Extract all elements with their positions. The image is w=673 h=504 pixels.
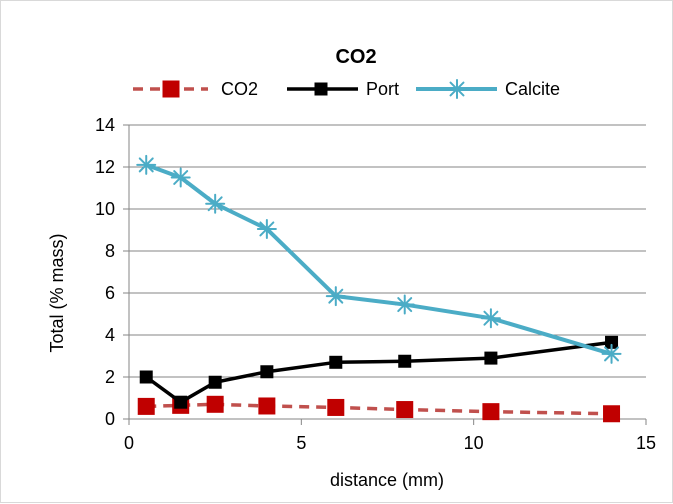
data-point-co2 xyxy=(482,403,500,421)
data-point-calcite xyxy=(170,167,191,188)
data-point-port xyxy=(260,365,274,379)
x-tick-label: 10 xyxy=(464,433,484,453)
y-tick-label: 14 xyxy=(95,115,115,135)
axes xyxy=(123,124,647,425)
data-point-co2 xyxy=(206,395,224,413)
data-point-port xyxy=(398,354,412,368)
data-point-port xyxy=(329,355,343,369)
legend: CO2 Port Calcite xyxy=(133,79,560,99)
legend-item-port: Port xyxy=(287,79,399,99)
data-point-co2 xyxy=(396,401,414,419)
x-axis-ticks: 0 5 10 15 xyxy=(124,433,656,453)
legend-item-co2: CO2 xyxy=(133,79,258,99)
y-tick-label: 12 xyxy=(95,157,115,177)
series-line-port xyxy=(145,340,612,404)
legend-marker-calcite xyxy=(447,79,467,99)
gridlines xyxy=(129,124,646,420)
x-tick-label: 15 xyxy=(636,433,656,453)
y-tick-label: 10 xyxy=(95,199,115,219)
y-tick-label: 8 xyxy=(105,241,115,261)
data-point-calcite xyxy=(256,218,277,239)
series-port xyxy=(139,335,619,409)
chart-title: CO2 xyxy=(335,46,376,68)
x-tick-label: 5 xyxy=(296,433,306,453)
legend-label-port: Port xyxy=(366,79,399,99)
series-co2 xyxy=(137,395,621,423)
legend-item-calcite: Calcite xyxy=(416,79,560,99)
data-point-co2 xyxy=(603,405,621,423)
y-axis-ticks: 0 2 4 6 8 10 12 14 xyxy=(95,115,115,429)
data-point-calcite xyxy=(325,286,346,307)
data-point-calcite xyxy=(205,193,226,214)
data-point-calcite xyxy=(480,308,501,329)
data-point-co2 xyxy=(137,397,155,415)
x-tick-label: 0 xyxy=(124,433,134,453)
y-tick-label: 6 xyxy=(105,283,115,303)
legend-label-co2: CO2 xyxy=(221,79,258,99)
legend-marker-co2 xyxy=(162,80,180,98)
data-point-calcite xyxy=(136,154,157,175)
x-axis-label: distance (mm) xyxy=(330,470,444,490)
data-point-port xyxy=(174,395,188,409)
y-tick-label: 4 xyxy=(105,325,115,345)
series-calcite xyxy=(136,154,622,364)
data-point-calcite xyxy=(601,343,622,364)
legend-label-calcite: Calcite xyxy=(505,79,560,99)
data-point-port xyxy=(139,370,153,384)
y-axis-label: Total (% mass) xyxy=(47,233,67,352)
y-tick-label: 2 xyxy=(105,367,115,387)
data-point-co2 xyxy=(327,398,345,416)
series-layer xyxy=(136,154,622,423)
series-line-calcite xyxy=(145,163,613,356)
legend-marker-port xyxy=(314,82,328,96)
data-point-co2 xyxy=(258,397,276,415)
data-point-port xyxy=(484,351,498,365)
data-point-calcite xyxy=(394,294,415,315)
y-tick-label: 0 xyxy=(105,409,115,429)
data-point-port xyxy=(208,375,222,389)
